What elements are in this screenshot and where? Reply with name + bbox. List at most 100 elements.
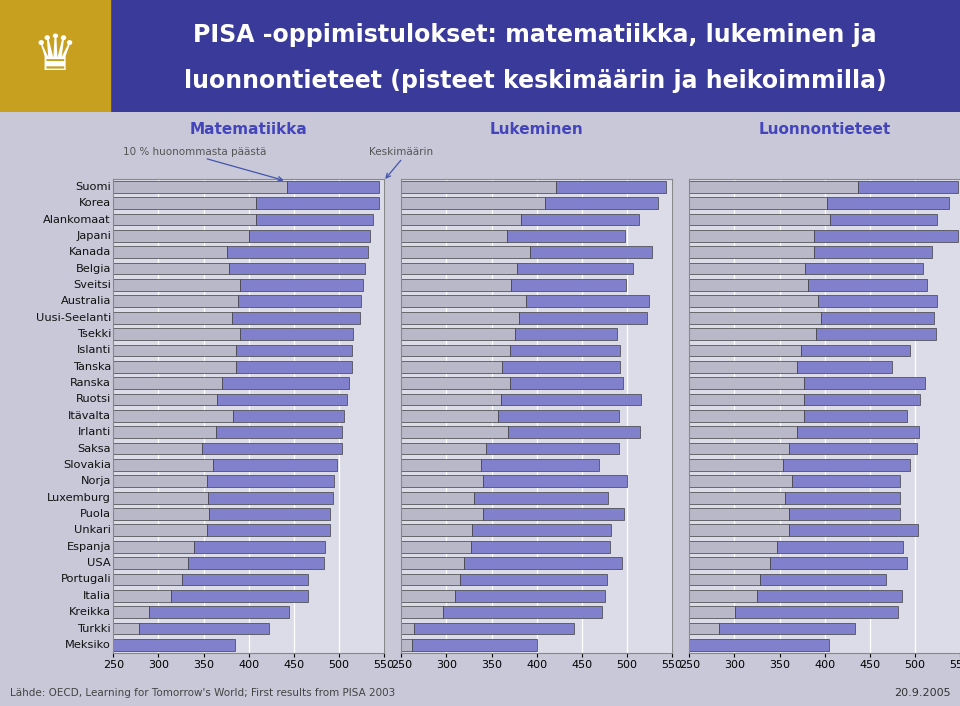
Bar: [113, 393, 217, 405]
Bar: [401, 312, 519, 323]
Bar: [521, 214, 638, 225]
Text: Unkari: Unkari: [74, 525, 111, 535]
Bar: [401, 541, 470, 553]
Bar: [113, 426, 216, 438]
Bar: [735, 606, 898, 618]
Bar: [797, 361, 893, 373]
Bar: [414, 623, 574, 635]
Bar: [0, 0, 110, 112]
Bar: [516, 263, 634, 275]
Text: Itävalta: Itävalta: [68, 411, 111, 421]
Bar: [209, 508, 330, 520]
Bar: [484, 475, 627, 487]
Bar: [401, 606, 443, 618]
Text: Meksiko: Meksiko: [65, 640, 111, 650]
Bar: [689, 197, 828, 209]
Bar: [471, 525, 611, 537]
Bar: [113, 606, 150, 618]
Bar: [207, 525, 330, 537]
Bar: [808, 279, 926, 291]
Bar: [401, 263, 516, 275]
Bar: [544, 197, 658, 209]
Text: Portugali: Portugali: [60, 575, 111, 585]
Bar: [401, 492, 474, 503]
Bar: [816, 328, 936, 340]
Text: Lukeminen: Lukeminen: [490, 121, 584, 137]
Bar: [113, 181, 286, 193]
Bar: [481, 459, 599, 471]
Bar: [689, 606, 735, 618]
Bar: [797, 426, 920, 438]
Bar: [804, 263, 923, 275]
Bar: [788, 443, 917, 455]
Bar: [188, 557, 324, 569]
Bar: [240, 279, 363, 291]
Bar: [113, 623, 138, 635]
Bar: [511, 377, 623, 389]
Bar: [113, 459, 212, 471]
Text: Kanada: Kanada: [69, 247, 111, 257]
Bar: [777, 541, 903, 553]
Bar: [207, 475, 334, 487]
Bar: [181, 573, 308, 585]
Bar: [759, 573, 886, 585]
Bar: [240, 328, 353, 340]
Bar: [792, 475, 900, 487]
Bar: [111, 639, 113, 651]
Bar: [526, 295, 650, 307]
Bar: [113, 541, 195, 553]
Bar: [401, 393, 500, 405]
Bar: [500, 393, 641, 405]
Bar: [401, 377, 511, 389]
Bar: [113, 410, 233, 421]
Bar: [686, 639, 829, 651]
Bar: [113, 230, 249, 241]
Text: Norja: Norja: [81, 477, 111, 486]
Bar: [530, 246, 652, 258]
Bar: [113, 214, 256, 225]
Text: Tanska: Tanska: [73, 361, 111, 372]
Text: Ruotsi: Ruotsi: [76, 395, 111, 405]
Bar: [689, 377, 804, 389]
Bar: [286, 181, 378, 193]
Bar: [113, 508, 209, 520]
Text: Saksa: Saksa: [78, 443, 111, 453]
Text: Korea: Korea: [79, 198, 111, 208]
Bar: [689, 181, 858, 193]
Bar: [113, 361, 236, 373]
Bar: [202, 443, 342, 455]
Bar: [465, 557, 622, 569]
Bar: [498, 410, 619, 421]
Text: 20.9.2005: 20.9.2005: [894, 688, 950, 698]
Bar: [804, 393, 921, 405]
Bar: [508, 426, 640, 438]
Bar: [113, 443, 202, 455]
Text: Sveitsi: Sveitsi: [73, 280, 111, 290]
Text: Puola: Puola: [80, 509, 111, 519]
Text: Lähde: OECD, Learning for Tomorrow's World; First results from PISA 2003: Lähde: OECD, Learning for Tomorrow's Wor…: [10, 688, 395, 698]
Text: Uusi-Seelanti: Uusi-Seelanti: [36, 313, 111, 323]
Bar: [858, 181, 958, 193]
Bar: [113, 279, 240, 291]
Bar: [249, 230, 370, 241]
Text: Matematiikka: Matematiikka: [190, 121, 307, 137]
Bar: [401, 639, 412, 651]
Bar: [401, 573, 460, 585]
Bar: [195, 541, 325, 553]
Bar: [113, 475, 207, 487]
Bar: [689, 393, 804, 405]
Bar: [719, 623, 855, 635]
Bar: [401, 214, 521, 225]
Bar: [515, 328, 617, 340]
Text: Japani: Japani: [76, 231, 111, 241]
Bar: [804, 377, 924, 389]
Bar: [689, 328, 816, 340]
Bar: [557, 181, 665, 193]
Bar: [212, 459, 337, 471]
Bar: [443, 606, 602, 618]
Bar: [236, 361, 351, 373]
Bar: [689, 263, 804, 275]
Text: Belgia: Belgia: [76, 263, 111, 274]
Bar: [113, 295, 238, 307]
Text: Irlanti: Irlanti: [78, 427, 111, 437]
